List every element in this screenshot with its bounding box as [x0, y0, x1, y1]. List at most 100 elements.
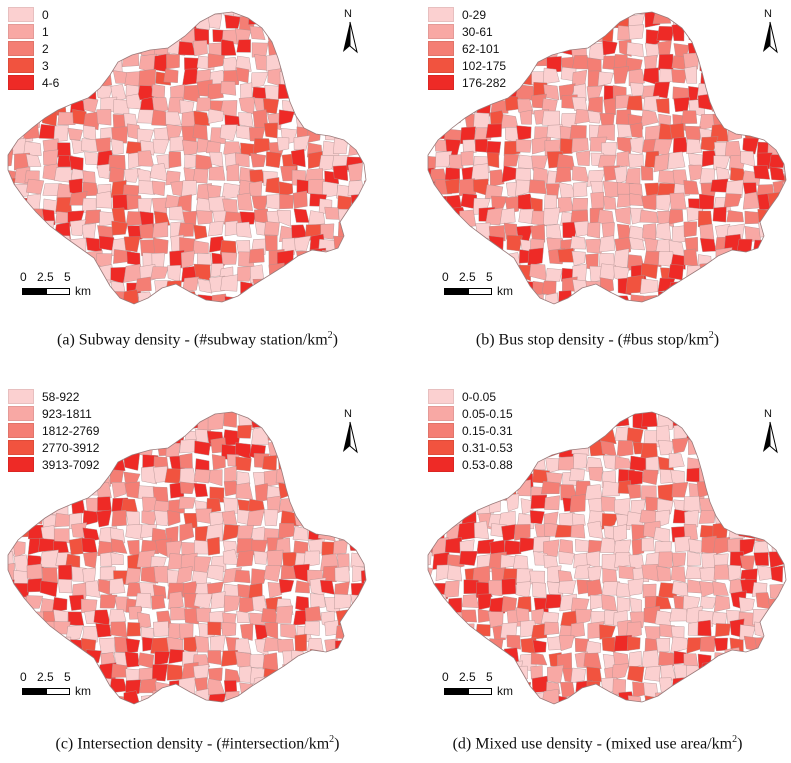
- district-polygon: [725, 39, 739, 59]
- district-polygon: [334, 566, 350, 583]
- district-polygon: [335, 663, 352, 681]
- district-polygon: [178, 496, 196, 510]
- district-polygon: [39, 637, 54, 654]
- district-polygon: [152, 412, 171, 416]
- district-polygon: [715, 0, 731, 12]
- district-polygon: [109, 12, 123, 28]
- district-polygon: [658, 291, 672, 304]
- district-polygon: [668, 209, 684, 225]
- district-polygon: [224, 296, 242, 304]
- district-polygon: [686, 637, 705, 654]
- district-polygon: [575, 706, 591, 720]
- district-polygon: [448, 154, 464, 169]
- district-polygon: [351, 225, 366, 244]
- district-polygon: [488, 235, 504, 251]
- scale-tick: 5: [486, 270, 493, 284]
- district-polygon: [209, 12, 225, 15]
- district-polygon: [26, 578, 43, 593]
- district-polygon: [15, 500, 32, 516]
- district-polygon: [57, 85, 73, 100]
- legend-item: 176-282: [428, 74, 506, 91]
- district-polygon: [134, 276, 152, 292]
- district-polygon: [658, 651, 676, 667]
- district-polygon: [475, 639, 493, 656]
- district-polygon: [781, 620, 786, 637]
- district-polygon: [781, 238, 786, 254]
- district-polygon: [601, 553, 618, 571]
- district-polygon: [349, 252, 366, 269]
- district-polygon: [335, 279, 352, 297]
- district-polygon: [435, 252, 453, 269]
- district-polygon: [739, 98, 757, 115]
- district-polygon: [254, 208, 269, 223]
- district-polygon: [166, 707, 180, 722]
- district-polygon: [67, 86, 85, 102]
- district-polygon: [543, 43, 560, 59]
- district-polygon: [772, 709, 787, 723]
- district-polygon: [296, 84, 310, 99]
- district-polygon: [264, 235, 278, 252]
- district-polygon: [715, 412, 733, 418]
- district-polygon: [434, 496, 453, 512]
- district-polygon: [28, 497, 45, 515]
- district-polygon: [783, 527, 786, 545]
- district-polygon: [99, 594, 118, 609]
- district-polygon: [571, 198, 589, 211]
- district-polygon: [530, 293, 544, 304]
- district-polygon: [544, 495, 560, 511]
- district-polygon: [8, 277, 19, 294]
- district-polygon: [783, 249, 786, 268]
- district-polygon: [126, 251, 141, 266]
- district-polygon: [380, 654, 394, 670]
- district-polygon: [122, 289, 140, 304]
- district-polygon: [235, 482, 253, 500]
- district-polygon: [223, 480, 238, 497]
- district-polygon: [376, 281, 392, 297]
- district-polygon: [150, 12, 168, 16]
- district-polygon: [195, 508, 212, 524]
- district-polygon: [499, 207, 516, 225]
- district-polygon: [448, 222, 461, 239]
- district-polygon: [627, 665, 645, 683]
- district-polygon: [643, 250, 662, 268]
- district-polygon: [754, 621, 769, 638]
- district-polygon: [348, 493, 362, 513]
- district-polygon: [56, 483, 74, 498]
- district-polygon: [14, 695, 32, 704]
- district-polygon: [43, 706, 58, 718]
- district-polygon: [573, 302, 591, 304]
- district-polygon: [181, 180, 197, 198]
- map-panel-c: 58-922 923-1811 1812-2769 2770-3912 3913…: [0, 382, 395, 763]
- district-polygon: [559, 12, 575, 19]
- district-polygon: [785, 221, 786, 238]
- district-polygon: [657, 53, 674, 71]
- district-polygon: [25, 153, 42, 167]
- district-polygon: [220, 81, 237, 96]
- scale-unit: km: [497, 284, 513, 298]
- district-polygon: [194, 14, 211, 31]
- district-polygon: [263, 509, 279, 527]
- district-polygon: [782, 439, 786, 453]
- district-polygon: [111, 220, 128, 236]
- district-polygon: [504, 55, 519, 74]
- district-polygon: [277, 412, 294, 416]
- district-polygon: [603, 180, 619, 198]
- district-polygon: [500, 114, 519, 129]
- district-polygon: [778, 605, 786, 622]
- district-polygon: [379, 442, 392, 459]
- district-polygon: [506, 660, 523, 680]
- district-polygon: [15, 307, 31, 322]
- district-polygon: [67, 127, 83, 141]
- district-polygon: [430, 708, 447, 724]
- district-polygon: [317, 238, 336, 256]
- district-polygon: [714, 652, 731, 668]
- district-polygon: [208, 667, 223, 683]
- district-polygon: [373, 707, 391, 723]
- district-polygon: [769, 263, 786, 281]
- district-polygon: [515, 14, 531, 32]
- district-polygon: [713, 595, 731, 613]
- district-polygon: [43, 251, 61, 269]
- district-polygon: [11, 292, 26, 304]
- district-polygon: [629, 597, 642, 614]
- district-polygon: [714, 499, 732, 515]
